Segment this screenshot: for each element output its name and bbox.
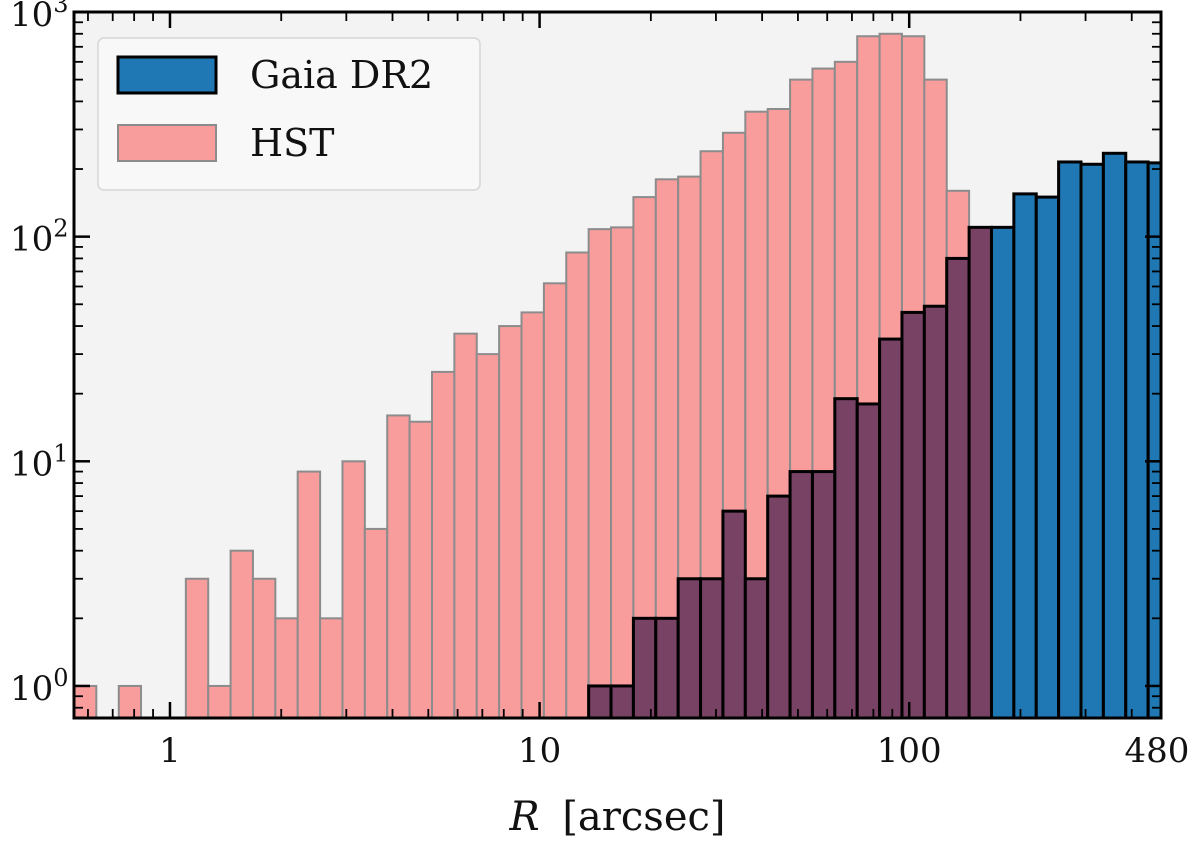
gaia-bar <box>654 616 680 720</box>
hst-bar <box>610 226 635 720</box>
hst-bar <box>430 370 456 719</box>
gaia-bar <box>1124 160 1150 720</box>
gaia-bar <box>922 304 949 720</box>
gaia-bar <box>676 577 703 720</box>
hst-bar <box>363 527 389 719</box>
hst-bar <box>498 325 523 719</box>
hst-bar <box>587 228 613 720</box>
gaia-bar <box>967 225 993 720</box>
hst-bar <box>453 332 478 719</box>
gaia-bar <box>721 509 747 720</box>
legend-label-gaia: Gaia DR2 <box>250 53 433 97</box>
hst-bar <box>319 617 344 719</box>
hst-bar <box>184 577 210 720</box>
gaia-bar <box>743 577 770 720</box>
x-axis-label: R [arcsec] <box>508 794 725 840</box>
legend: Gaia DR2 HST <box>97 37 481 191</box>
gaia-bar <box>788 470 814 720</box>
x-tick-label: 480 <box>1125 731 1190 771</box>
hst-bar <box>207 684 232 720</box>
x-tick-label: 10 <box>518 731 561 771</box>
y-tick-labels: 100 101 102 103 <box>10 0 69 709</box>
gaia-bar <box>631 616 658 720</box>
x-tick-label: 100 <box>877 731 942 771</box>
hst-bar <box>520 311 545 719</box>
legend-swatch-gaia <box>116 55 218 95</box>
hst-bar <box>251 577 277 720</box>
legend-label-hst: HST <box>250 121 335 165</box>
y-tick-label: 101 <box>10 439 69 484</box>
hst-bar <box>274 617 299 719</box>
x-axis-unit: [arcsec] <box>562 794 725 840</box>
gaia-bar <box>900 310 926 720</box>
gaia-bar <box>1012 192 1038 720</box>
x-axis-variable: R <box>508 794 539 840</box>
gaia-bar <box>878 337 904 720</box>
x-tick-label: 1 <box>159 731 181 771</box>
gaia-bar <box>766 494 792 720</box>
plot-frame <box>72 10 1163 720</box>
gaia-bar <box>1101 151 1128 720</box>
gaia-bar <box>833 397 859 720</box>
gaia-bar <box>855 402 882 720</box>
gaia-bar <box>1034 195 1061 720</box>
x-tick-labels: 1 10 100 480 <box>159 731 1189 771</box>
y-tick-label: 100 <box>10 664 69 709</box>
hst-bar <box>296 470 322 719</box>
hst-bar <box>229 549 254 719</box>
hst-bar <box>565 251 590 719</box>
gaia-bar <box>587 684 613 720</box>
gaia-bar <box>699 577 725 720</box>
hst-bar <box>542 282 568 719</box>
hst-bar <box>475 353 501 719</box>
hst-bar <box>386 414 411 719</box>
legend-swatch-hst <box>117 124 217 162</box>
gaia-bar <box>945 256 971 720</box>
y-tick-label: 102 <box>10 215 69 260</box>
gaia-bar <box>1057 160 1083 720</box>
y-tick-label: 103 <box>10 0 69 35</box>
hst-bar <box>408 420 433 719</box>
hst-bar <box>341 460 366 719</box>
hst-bar <box>73 684 98 720</box>
gaia-bar <box>609 684 635 720</box>
hst-bar <box>117 684 143 720</box>
gaia-bar <box>989 225 1016 720</box>
gaia-bar <box>810 470 837 720</box>
gaia-bar <box>1079 162 1105 720</box>
